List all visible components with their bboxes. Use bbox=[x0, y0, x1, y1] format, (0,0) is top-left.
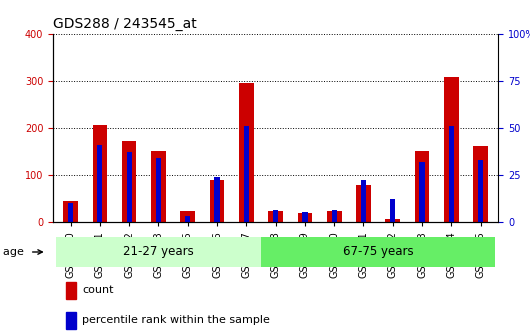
Bar bbox=[332, 210, 337, 222]
Bar bbox=[93, 125, 107, 222]
Bar bbox=[151, 151, 166, 222]
Text: age: age bbox=[3, 247, 42, 257]
Bar bbox=[244, 126, 249, 222]
Bar bbox=[444, 77, 458, 222]
Bar bbox=[185, 216, 190, 222]
Bar bbox=[414, 151, 429, 222]
Bar bbox=[327, 211, 341, 222]
Bar bbox=[214, 177, 219, 222]
Text: 21-27 years: 21-27 years bbox=[123, 246, 194, 258]
Bar bbox=[261, 237, 495, 267]
Bar bbox=[385, 219, 400, 222]
Bar bbox=[473, 145, 488, 222]
Bar bbox=[66, 312, 76, 329]
Bar bbox=[66, 282, 76, 298]
Text: percentile rank within the sample: percentile rank within the sample bbox=[82, 315, 270, 325]
Bar bbox=[361, 180, 366, 222]
Bar bbox=[239, 83, 254, 222]
Bar bbox=[302, 212, 307, 222]
Text: count: count bbox=[82, 285, 113, 295]
Bar bbox=[63, 201, 78, 222]
Bar bbox=[122, 141, 137, 222]
Bar bbox=[478, 160, 483, 222]
Bar bbox=[210, 180, 224, 222]
Bar bbox=[297, 213, 312, 222]
Text: 67-75 years: 67-75 years bbox=[343, 246, 413, 258]
Bar bbox=[56, 237, 261, 267]
Bar bbox=[419, 162, 425, 222]
Bar bbox=[127, 152, 132, 222]
Bar bbox=[97, 144, 102, 222]
Bar bbox=[156, 158, 161, 222]
Bar bbox=[68, 203, 73, 222]
Bar bbox=[390, 199, 395, 222]
Bar bbox=[449, 126, 454, 222]
Bar bbox=[268, 211, 283, 222]
Bar bbox=[180, 211, 195, 222]
Text: GDS288 / 243545_at: GDS288 / 243545_at bbox=[53, 17, 197, 31]
Bar bbox=[356, 185, 371, 222]
Bar bbox=[273, 210, 278, 222]
